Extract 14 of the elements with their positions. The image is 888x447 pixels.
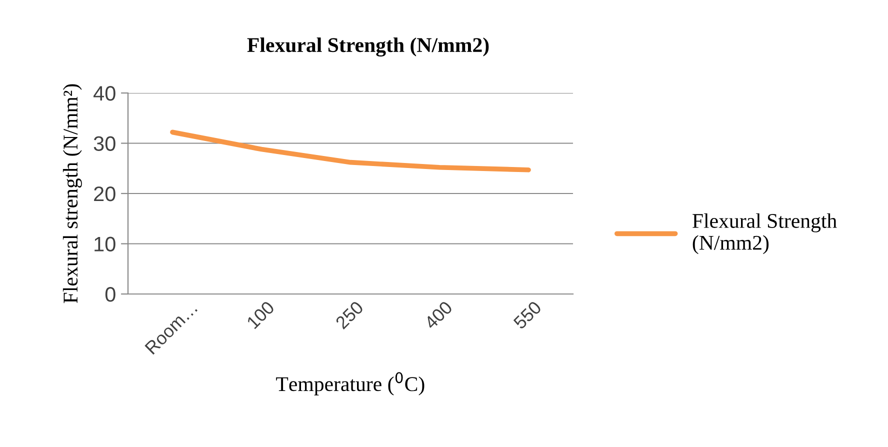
y-tick-label: 10 [94, 236, 116, 252]
y-tick-label: 40 [94, 86, 116, 101]
legend-label: Flexural Strength (N/mm2) [692, 213, 837, 254]
y-axis-title: Flexural strength (N/mm²) [62, 84, 82, 304]
y-tick-label: 30 [94, 136, 116, 152]
x-tick-label: 250 [334, 300, 364, 330]
y-tick-label: 20 [94, 186, 116, 202]
line-series [170, 130, 531, 172]
y-tick-label: 0 [105, 287, 116, 302]
chart-title: Flexural Strength (N/mm2) [247, 37, 489, 57]
x-tick-label: 550 [512, 300, 542, 330]
x-tick-label: 400 [424, 300, 454, 330]
x-axis-title: Temperature ($^{0}$C) [276, 372, 424, 396]
x-tick-label: 100 [246, 300, 276, 330]
